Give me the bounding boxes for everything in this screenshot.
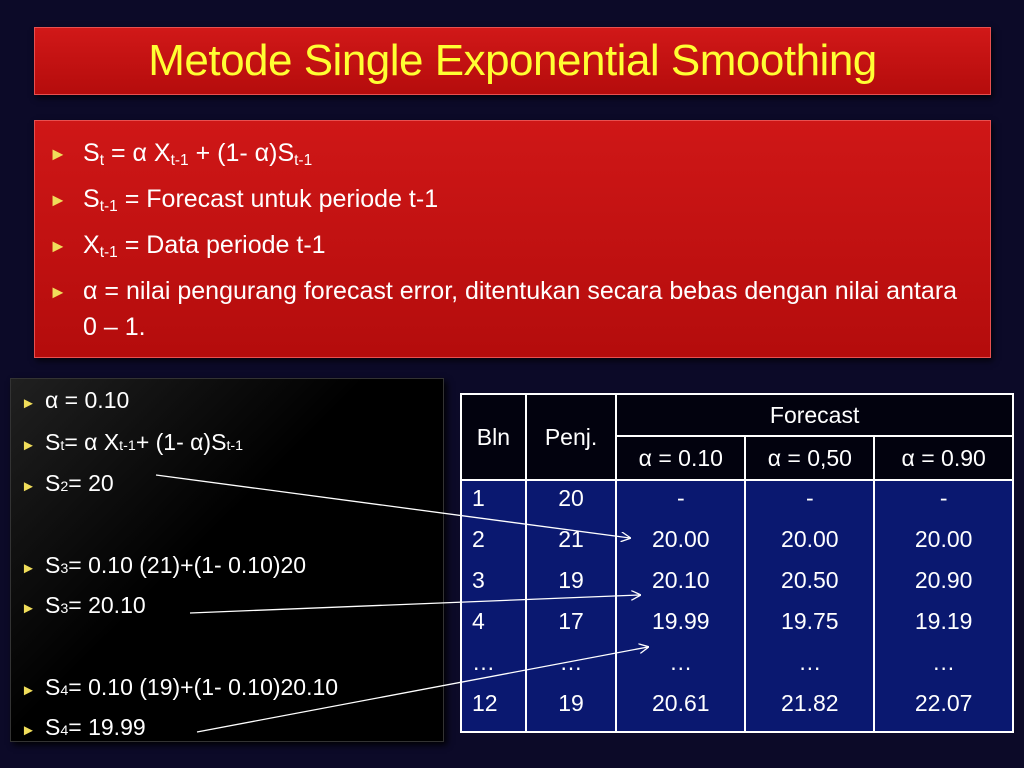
header-forecast: Forecast: [615, 393, 1014, 437]
definition-forecast: ► St-1 = Forecast untuk periode t-1: [49, 181, 960, 219]
table-body: 1 2 3 4 … 12 20 21 19 17 … 19: [460, 479, 1014, 733]
definition-data: ► Xt-1 = Data periode t-1: [49, 227, 960, 265]
title-banner: Metode Single Exponential Smoothing: [34, 27, 991, 95]
table-cell: 19.99: [652, 608, 710, 634]
forecast-table: Bln Penj. Forecast α = 0.10 α = 0,50 α =…: [460, 393, 1014, 733]
table-cell: 21: [558, 526, 584, 552]
column-alpha-050: - 20.00 20.50 19.75 … 21.82: [744, 479, 876, 733]
table-cell: 19: [558, 567, 584, 593]
table-cell: 20.00: [781, 526, 839, 552]
calc-alpha-line: ► α = 0.10: [21, 387, 130, 413]
triangle-right-icon: ►: [49, 236, 67, 256]
table-cell: 19: [558, 690, 584, 716]
table-cell: -: [676, 485, 685, 511]
table-cell: 20.00: [652, 526, 710, 552]
penj-values: 20 21 19 17 … 19: [527, 485, 615, 731]
page-title: Metode Single Exponential Smoothing: [148, 36, 877, 85]
table-cell: 20: [558, 485, 584, 511]
table-cell: …: [472, 649, 495, 675]
table-header: Bln Penj. Forecast α = 0.10 α = 0,50 α =…: [460, 393, 1014, 481]
column-alpha-010: - 20.00 20.10 19.99 … 20.61: [615, 479, 747, 733]
triangle-right-icon: ►: [21, 560, 36, 577]
column-penj: 20 21 19 17 … 19: [524, 479, 618, 733]
definitions-list: ► St = α Xt-1 + (1- α)St-1 ► St-1 = Fore…: [35, 121, 990, 345]
table-cell: …: [559, 649, 583, 675]
triangle-right-icon: ►: [21, 437, 36, 454]
definitions-panel: ► St = α Xt-1 + (1- α)St-1 ► St-1 = Fore…: [34, 120, 991, 358]
triangle-right-icon: ►: [21, 395, 36, 412]
table-cell: 19.75: [781, 608, 839, 634]
header-alpha-050: α = 0,50: [744, 435, 876, 481]
table-cell: …: [669, 649, 693, 675]
alpha-010-values: - 20.00 20.10 19.99 … 20.61: [617, 485, 744, 731]
table-cell: 19.19: [914, 608, 973, 634]
table-cell: 20.10: [652, 567, 710, 593]
definition-formula: ► St = α Xt-1 + (1- α)St-1: [49, 135, 960, 173]
table-cell: 17: [558, 608, 584, 634]
header-alpha-090: α = 0.90: [873, 435, 1014, 481]
table-cell: …: [932, 649, 956, 675]
header-penj: Penj.: [524, 393, 618, 481]
alpha-050-values: - 20.00 20.50 19.75 … 21.82: [746, 485, 873, 731]
table-cell: -: [939, 485, 948, 511]
bln-values: 1 2 3 4 … 12: [472, 485, 525, 731]
triangle-right-icon: ►: [21, 722, 36, 739]
alpha-090-values: - 20.00 20.90 19.19 … 22.07: [875, 485, 1012, 731]
triangle-right-icon: ►: [21, 600, 36, 617]
triangle-right-icon: ►: [49, 144, 67, 164]
column-alpha-090: - 20.00 20.90 19.19 … 22.07: [873, 479, 1014, 733]
table-cell: 20.00: [914, 526, 973, 552]
table-cell: 20.50: [781, 567, 839, 593]
table-cell: …: [798, 649, 822, 675]
table-cell: 2: [472, 526, 485, 552]
table-cell: 4: [472, 608, 485, 634]
triangle-right-icon: ►: [21, 682, 36, 699]
header-bln: Bln: [460, 393, 527, 481]
table-cell: 1: [472, 485, 485, 511]
table-cell: -: [805, 485, 814, 511]
table-cell: 21.82: [781, 690, 839, 716]
table-cell: 20.61: [652, 690, 710, 716]
table-cell: 3: [472, 567, 485, 593]
triangle-right-icon: ►: [21, 478, 36, 495]
triangle-right-icon: ►: [49, 190, 67, 210]
table-cell: 12: [472, 690, 498, 716]
header-alpha-010: α = 0.10: [615, 435, 747, 481]
column-bln: 1 2 3 4 … 12: [460, 479, 527, 733]
table-cell: 22.07: [914, 690, 973, 716]
table-cell: 20.90: [914, 567, 973, 593]
triangle-right-icon: ►: [49, 282, 67, 302]
definition-alpha: ► α = nilai pengurang forecast error, di…: [49, 273, 960, 345]
